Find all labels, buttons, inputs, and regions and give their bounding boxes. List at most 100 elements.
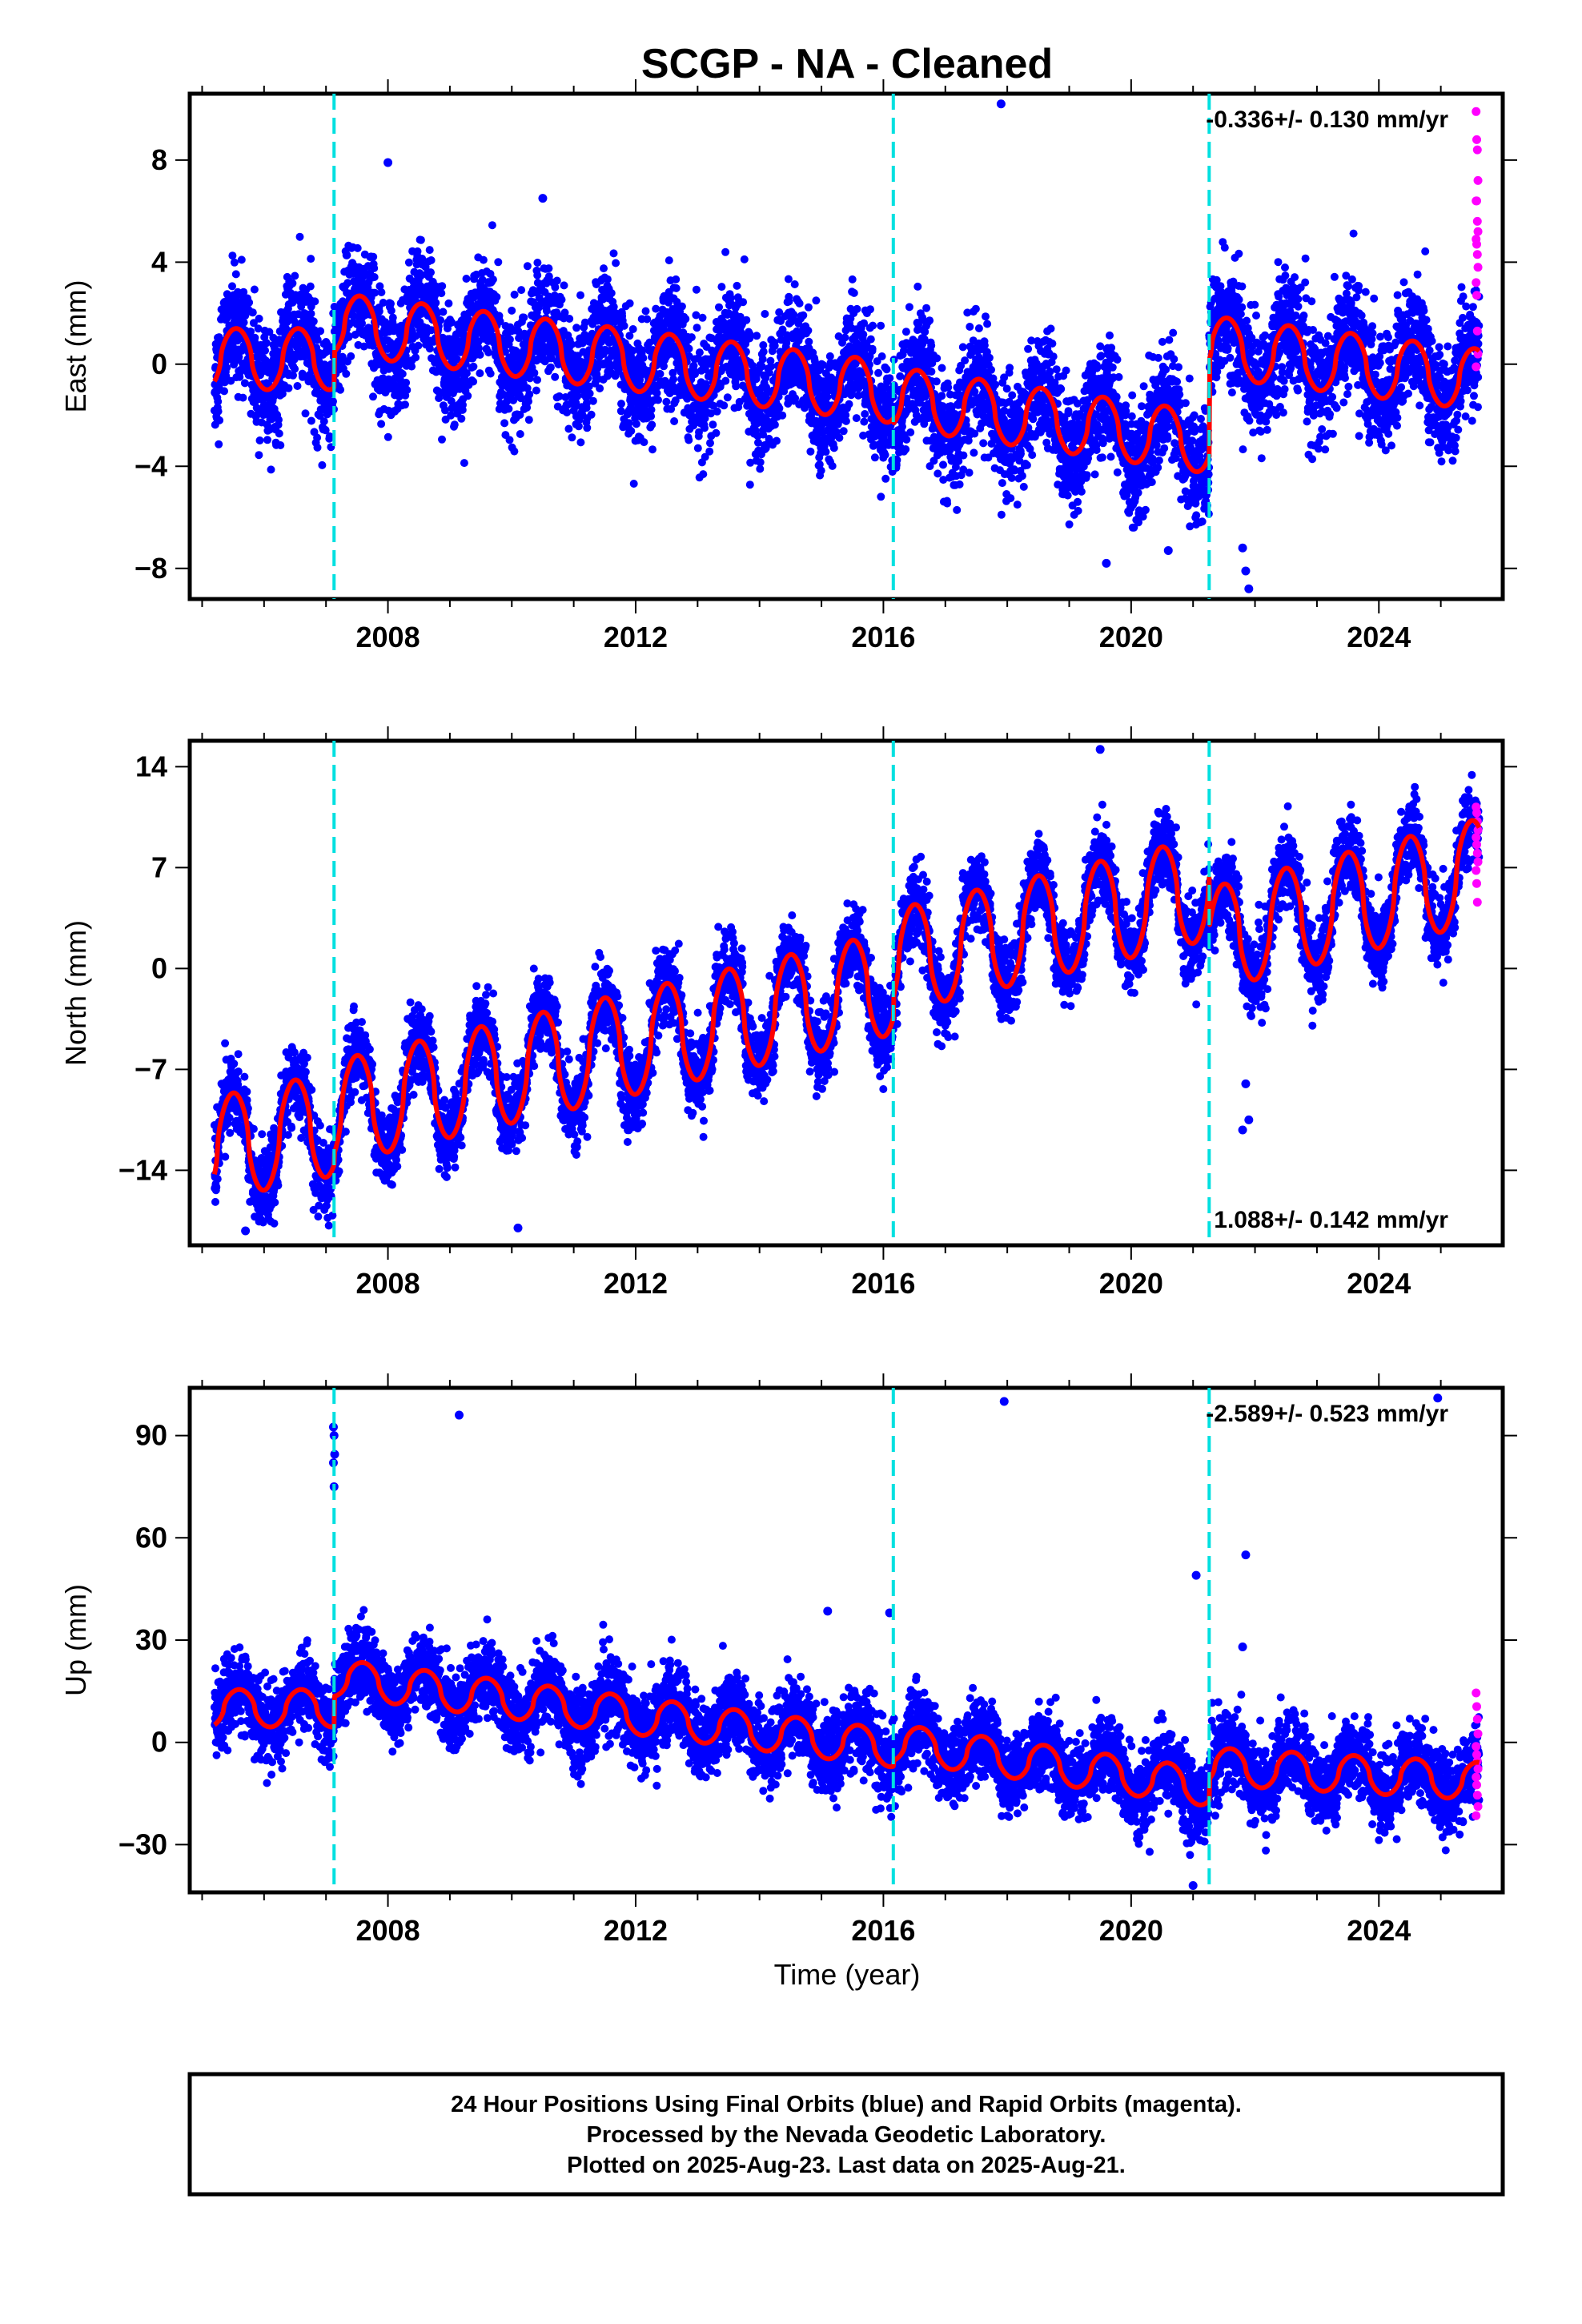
final-orbit-point — [695, 348, 704, 357]
final-orbit-point — [248, 308, 257, 317]
final-orbit-point — [291, 271, 299, 280]
final-orbit-point — [388, 313, 397, 322]
final-orbit-point — [500, 390, 508, 399]
final-orbit-point — [853, 304, 861, 313]
final-orbit-point — [839, 427, 848, 436]
final-orbit-point — [551, 283, 560, 292]
final-orbit-point — [418, 255, 427, 263]
final-orbit-point — [552, 276, 561, 285]
final-orbit-point — [573, 392, 582, 400]
final-orbit-point — [413, 247, 422, 255]
final-orbit-point — [502, 397, 511, 406]
final-orbit-point — [640, 438, 648, 447]
final-orbit-point — [881, 474, 890, 483]
final-orbit-point — [732, 382, 741, 391]
final-orbit-point — [412, 353, 420, 362]
final-orbit-point — [517, 286, 526, 295]
x-tick-label: 2016 — [851, 621, 915, 653]
final-orbit-point — [1074, 506, 1082, 515]
final-orbit-point — [861, 410, 869, 418]
final-orbit-point — [958, 343, 967, 352]
final-orbit-point — [510, 290, 519, 299]
final-orbit-point — [425, 246, 434, 255]
final-orbit-point — [476, 369, 484, 378]
final-orbit-point — [1048, 340, 1057, 348]
final-orbit-point — [544, 272, 553, 281]
final-orbit-point — [733, 281, 741, 290]
final-orbit-point — [505, 436, 514, 444]
final-orbit-point — [672, 275, 681, 283]
final-orbit-point — [404, 258, 413, 267]
final-orbit-point — [313, 443, 322, 452]
final-orbit-point — [739, 298, 748, 307]
final-orbit-point — [770, 341, 779, 350]
final-orbit-point — [275, 429, 283, 438]
final-orbit-point — [685, 344, 693, 353]
final-orbit-point — [276, 441, 285, 449]
final-orbit-point — [255, 314, 263, 323]
final-orbit-point — [692, 285, 701, 294]
final-orbit-point — [1065, 520, 1074, 529]
final-orbit-point — [905, 303, 913, 312]
final-orbit-point — [425, 344, 434, 353]
final-orbit-point — [866, 335, 875, 344]
final-orbit-point — [970, 448, 978, 457]
final-orbit-point — [441, 406, 449, 415]
final-orbit-point — [721, 376, 730, 385]
final-orbit-point — [542, 307, 551, 316]
final-orbit-point — [761, 310, 769, 318]
final-orbit-point — [235, 352, 243, 361]
final-orbit-point — [240, 379, 249, 388]
final-orbit-point — [533, 271, 542, 279]
final-orbit-point — [1057, 384, 1066, 393]
final-orbit-point — [835, 433, 844, 442]
final-orbit-point — [759, 348, 768, 356]
final-orbit-point — [278, 389, 287, 398]
final-orbit-point — [247, 328, 255, 336]
final-orbit-point — [447, 396, 456, 405]
final-orbit-point — [438, 435, 446, 444]
final-orbit-point — [720, 401, 729, 410]
final-orbit-point — [381, 318, 390, 327]
final-orbit-point — [309, 317, 318, 326]
final-orbit-point — [1062, 366, 1070, 375]
final-orbit-point — [572, 324, 581, 332]
final-orbit-point — [1077, 487, 1086, 496]
final-orbit-point — [804, 303, 813, 312]
final-orbit-point — [525, 390, 534, 399]
final-orbit-point — [408, 362, 416, 371]
final-orbit-point — [462, 275, 471, 283]
final-orbit-point — [448, 318, 456, 327]
final-orbit-point — [898, 422, 906, 431]
final-orbit-point — [447, 411, 456, 420]
final-orbit-point — [479, 255, 488, 264]
final-orbit-point — [715, 303, 723, 312]
final-orbit-point — [311, 297, 319, 306]
final-orbit-point — [412, 332, 420, 340]
final-orbit-point — [377, 420, 386, 428]
final-orbit-point — [1049, 352, 1058, 361]
final-orbit-point — [693, 444, 702, 452]
final-orbit-point — [544, 264, 553, 273]
final-orbit-point — [523, 384, 532, 392]
final-orbit-point — [504, 404, 513, 413]
final-orbit-point — [998, 479, 1006, 488]
final-orbit-point — [927, 368, 936, 376]
final-orbit-point — [629, 480, 638, 488]
final-orbit-point — [398, 369, 407, 378]
final-orbit-point — [698, 313, 707, 322]
final-orbit-point — [319, 417, 328, 426]
final-orbit-point — [870, 453, 879, 462]
final-orbit-point — [632, 420, 640, 428]
final-orbit-point — [1007, 473, 1016, 482]
final-orbit-point — [387, 300, 395, 308]
final-orbit-point — [370, 273, 379, 281]
final-orbit-point — [974, 324, 983, 332]
final-orbit-point — [670, 417, 679, 425]
final-orbit-point — [239, 318, 248, 327]
final-orbit-point — [932, 377, 941, 386]
final-orbit-point — [215, 440, 223, 448]
final-orbit-point — [438, 282, 447, 291]
final-orbit-point — [228, 282, 236, 291]
